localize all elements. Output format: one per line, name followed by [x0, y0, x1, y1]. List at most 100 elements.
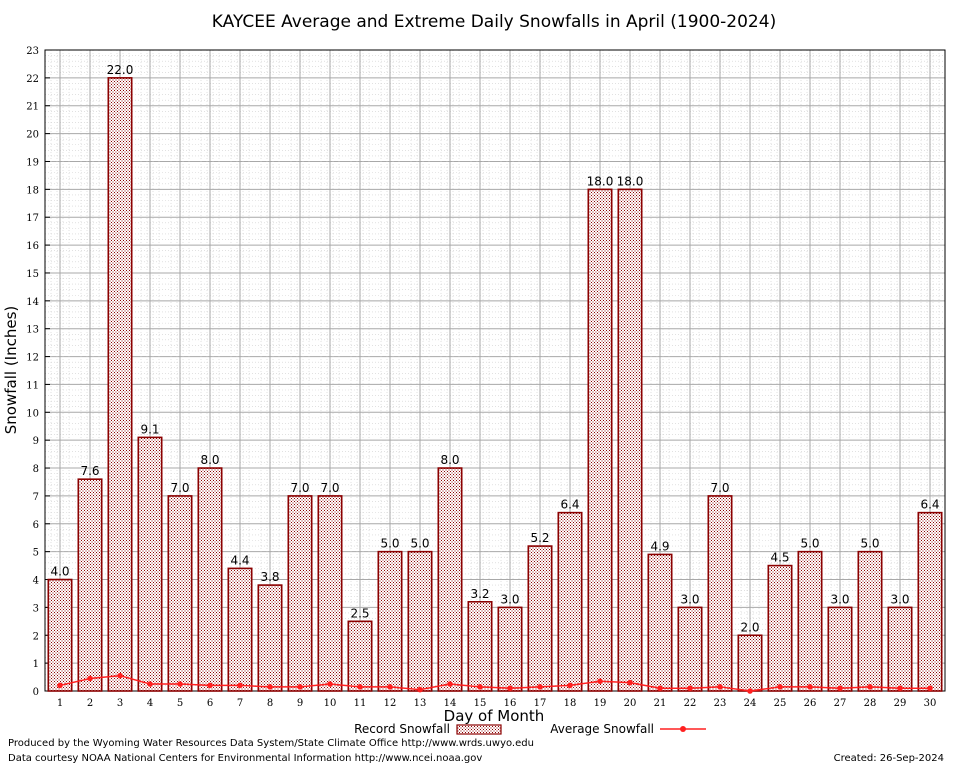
- y-tick-label: 10: [26, 408, 39, 419]
- bar-value-label: 2.0: [740, 620, 759, 634]
- record-bar: [527, 545, 553, 692]
- record-bar: [857, 550, 883, 692]
- y-tick-label: 8: [33, 464, 39, 475]
- bar-value-label: 2.5: [350, 606, 369, 620]
- record-bar: [317, 495, 343, 692]
- x-tick-label: 24: [744, 698, 757, 709]
- record-bar: [587, 188, 613, 692]
- x-tick-label: 23: [714, 698, 727, 709]
- average-point: [687, 685, 693, 692]
- average-point: [327, 681, 333, 687]
- y-tick-label: 1: [33, 659, 39, 670]
- x-tick-label: 10: [324, 698, 337, 709]
- record-bar: [497, 606, 523, 692]
- x-tick-label: 4: [147, 698, 153, 709]
- bar-value-label: 3.0: [830, 592, 849, 606]
- bar-value-label: 4.0: [50, 565, 69, 579]
- record-bar: [77, 478, 103, 692]
- average-point: [267, 684, 273, 690]
- average-point: [807, 684, 813, 690]
- average-point: [207, 682, 213, 689]
- y-tick-label: 15: [26, 269, 39, 280]
- x-tick-label: 1: [57, 698, 63, 709]
- bar-value-label: 3.2: [470, 587, 489, 601]
- bar-value-label: 7.0: [320, 481, 339, 495]
- x-tick-label: 15: [474, 698, 487, 709]
- bar-value-label: 5.2: [530, 531, 549, 545]
- footer-created: Created: 26-Sep-2024: [833, 753, 944, 764]
- record-bar: [377, 550, 403, 692]
- x-tick-label: 25: [774, 698, 787, 709]
- average-point: [927, 685, 933, 692]
- x-tick-label: 5: [177, 698, 183, 709]
- average-point: [177, 681, 183, 687]
- average-point: [387, 684, 393, 690]
- y-tick-label: 20: [26, 130, 39, 141]
- record-bar: [917, 511, 943, 692]
- bar-value-label: 4.4: [230, 553, 249, 567]
- bar-value-label: 7.0: [170, 481, 189, 495]
- average-point: [747, 688, 753, 694]
- chart-title: KAYCEE Average and Extreme Daily Snowfal…: [212, 12, 776, 32]
- bar-value-label: 9.1: [140, 422, 159, 436]
- record-bar: [707, 495, 733, 692]
- y-tick-label: 9: [33, 436, 39, 447]
- x-tick-label: 9: [297, 698, 303, 709]
- average-point: [627, 679, 633, 686]
- x-tick-label: 14: [444, 698, 457, 709]
- record-bar: [797, 550, 823, 692]
- y-tick-label: 17: [26, 213, 39, 224]
- legend-record-swatch: [456, 724, 502, 735]
- y-tick-label: 3: [33, 603, 39, 614]
- average-point: [837, 685, 843, 692]
- bar-value-label: 6.4: [920, 498, 939, 512]
- y-tick-label: 16: [26, 241, 39, 252]
- average-point: [477, 684, 483, 690]
- record-bars: [47, 77, 943, 692]
- record-bar: [617, 188, 643, 692]
- bar-value-label: 18.0: [617, 174, 644, 188]
- average-point: [357, 684, 363, 690]
- x-tick-label: 13: [414, 698, 427, 709]
- bar-value-label: 5.0: [410, 537, 429, 551]
- record-bar: [647, 553, 673, 692]
- x-tick-label: 27: [834, 698, 847, 709]
- y-tick-label: 11: [26, 380, 39, 391]
- bar-value-label: 3.0: [500, 592, 519, 606]
- bar-value-label: 4.5: [770, 551, 789, 565]
- record-bar: [407, 550, 433, 692]
- x-tick-label: 3: [117, 698, 123, 709]
- x-tick-label: 19: [594, 698, 607, 709]
- record-bar: [47, 578, 73, 692]
- legend-average-marker: [680, 726, 686, 732]
- bar-value-label: 7.0: [290, 481, 309, 495]
- average-point: [897, 685, 903, 692]
- x-tick-label: 6: [207, 698, 213, 709]
- record-bar: [557, 511, 583, 692]
- bar-value-label: 4.9: [650, 539, 669, 553]
- y-tick-label: 14: [26, 297, 39, 308]
- record-bar: [767, 564, 793, 692]
- record-bar: [197, 467, 223, 692]
- average-line-path: [59, 674, 930, 692]
- record-bar: [467, 601, 493, 692]
- x-tick-label: 28: [864, 698, 877, 709]
- bar-value-label: 5.0: [860, 537, 879, 551]
- average-point: [147, 681, 153, 687]
- average-point: [867, 684, 873, 690]
- y-axis-label: Snowfall (Inches): [2, 306, 20, 434]
- average-point: [597, 678, 603, 685]
- record-bar: [437, 467, 463, 692]
- record-bar: [227, 567, 253, 692]
- legend-record-label: Record Snowfall: [354, 722, 450, 736]
- record-bar: [887, 606, 913, 692]
- bar-value-label: 6.4: [560, 498, 579, 512]
- average-point: [237, 682, 243, 689]
- average-point: [297, 684, 303, 690]
- record-bar: [827, 606, 853, 692]
- bar-value-label: 7.0: [710, 481, 729, 495]
- average-line: [57, 672, 933, 694]
- average-point: [117, 672, 123, 679]
